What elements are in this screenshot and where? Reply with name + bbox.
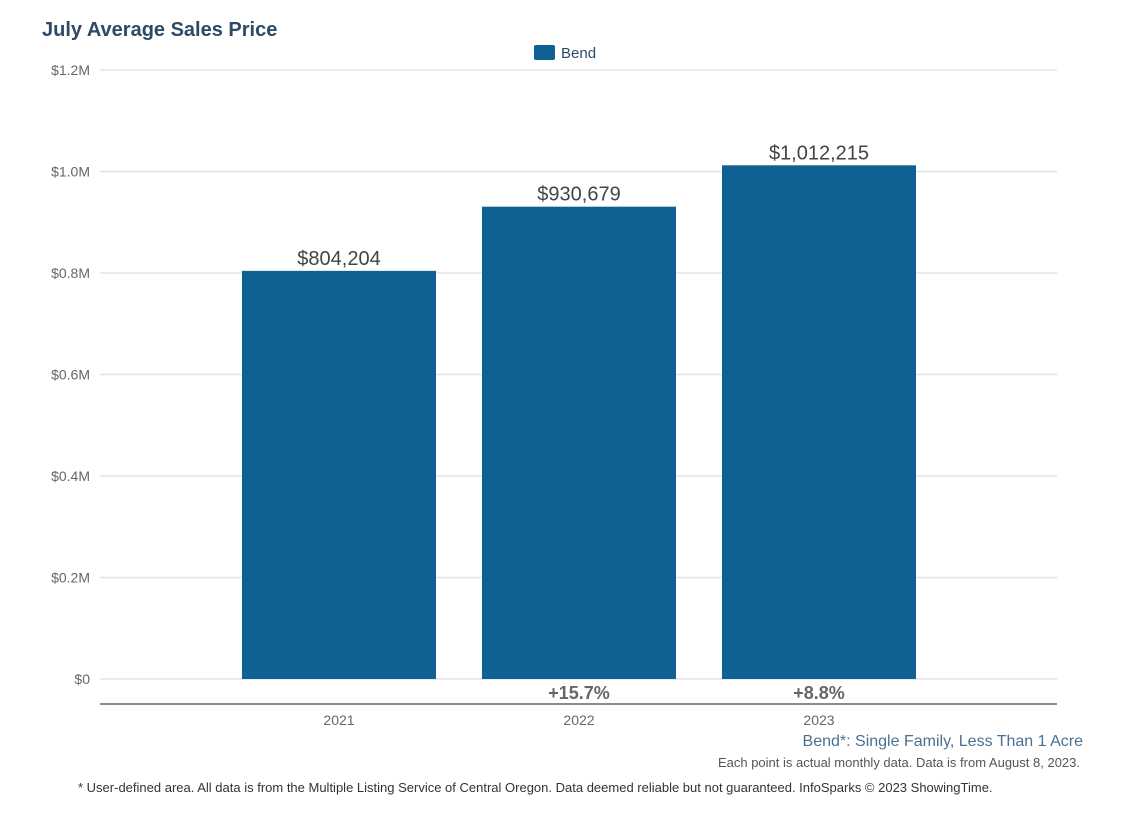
- x-tick-label: 2022: [563, 712, 594, 728]
- chart-title: July Average Sales Price: [42, 19, 277, 41]
- y-tick-label: $0.6M: [51, 367, 90, 383]
- y-tick-label: $1.0M: [51, 164, 90, 180]
- disclaimer: * User-defined area. All data is from th…: [78, 780, 993, 795]
- x-tick-label: 2021: [323, 712, 354, 728]
- data-note: Each point is actual monthly data. Data …: [718, 755, 1080, 770]
- change-label: +15.7%: [548, 683, 610, 703]
- legend-swatch: [534, 45, 555, 60]
- legend-label: Bend: [561, 45, 596, 62]
- legend[interactable]: Bend: [534, 45, 596, 62]
- data-label: $930,679: [537, 184, 620, 206]
- x-tick-label: 2023: [803, 712, 834, 728]
- area-description: Bend*: Single Family, Less Than 1 Acre: [803, 733, 1084, 750]
- data-label: $1,012,215: [769, 142, 869, 164]
- y-tick-label: $0.4M: [51, 468, 90, 484]
- y-tick-label: $1.2M: [51, 62, 90, 78]
- bar: [722, 165, 916, 679]
- change-label: +8.8%: [793, 683, 845, 703]
- y-tick-label: $0.2M: [51, 570, 90, 586]
- y-tick-label: $0.8M: [51, 265, 90, 281]
- data-label: $804,204: [297, 248, 380, 270]
- y-tick-label: $0: [74, 671, 90, 687]
- bar: [482, 206, 676, 679]
- bar: [242, 270, 436, 679]
